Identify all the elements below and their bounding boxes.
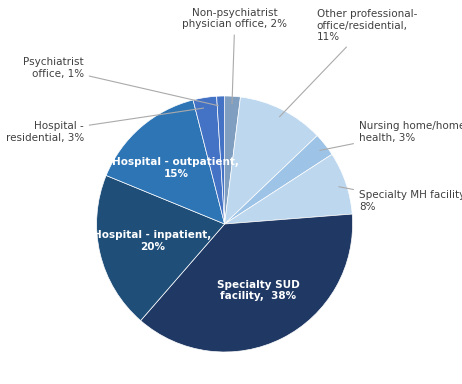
Text: Specialty MH facility,
8%: Specialty MH facility, 8% [339, 187, 462, 212]
Text: Hospital - outpatient,
15%: Hospital - outpatient, 15% [112, 157, 239, 179]
Wedge shape [225, 97, 317, 224]
Text: Nursing home/home
health, 3%: Nursing home/home health, 3% [320, 121, 462, 151]
Wedge shape [217, 96, 225, 224]
Text: Specialty SUD
facility,  38%: Specialty SUD facility, 38% [217, 280, 299, 301]
Wedge shape [97, 175, 225, 321]
Wedge shape [193, 96, 225, 224]
Wedge shape [225, 136, 332, 224]
Text: Other professional-
office/residential,
11%: Other professional- office/residential, … [280, 9, 417, 117]
Wedge shape [106, 100, 225, 224]
Wedge shape [225, 154, 352, 224]
Wedge shape [225, 96, 241, 224]
Text: Hospital -
residential, 3%: Hospital - residential, 3% [6, 108, 204, 142]
Text: Psychiatrist
office, 1%: Psychiatrist office, 1% [23, 57, 218, 106]
Text: Non-psychiatrist
physician office, 2%: Non-psychiatrist physician office, 2% [182, 8, 287, 104]
Wedge shape [140, 214, 353, 352]
Text: Hospital - inpatient,
20%: Hospital - inpatient, 20% [93, 230, 212, 252]
